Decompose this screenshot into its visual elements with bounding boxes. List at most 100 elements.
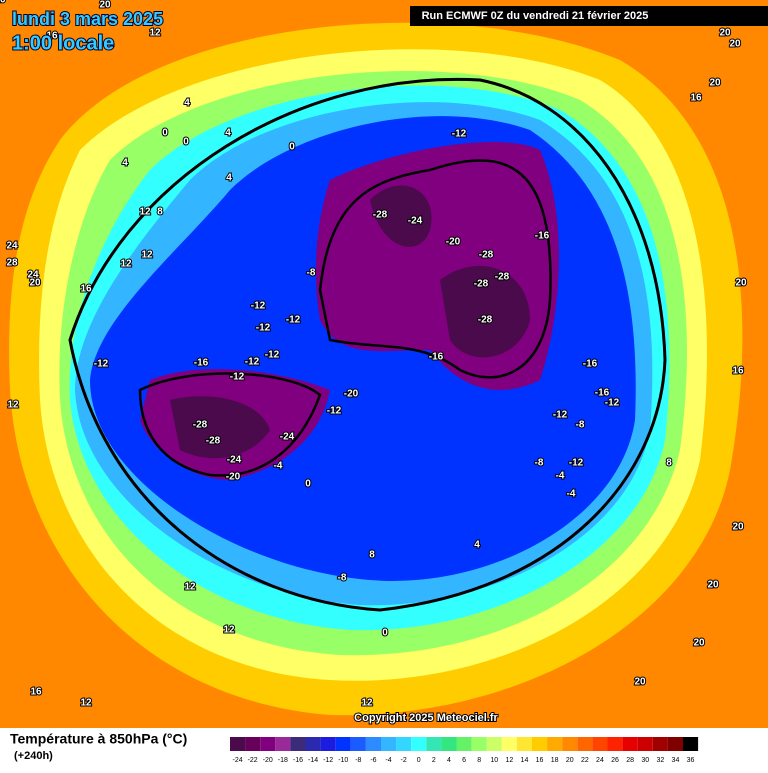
colorbar-label: 22: [581, 757, 589, 764]
contour-label: 4: [474, 540, 480, 551]
contour-label: 28: [6, 258, 18, 269]
colorbar-swatch: [547, 737, 563, 751]
contour-label: -12: [94, 359, 109, 370]
contour-label: -28: [193, 420, 208, 431]
contour-label: 8: [369, 550, 375, 561]
colorbar-label: 10: [490, 757, 498, 764]
colorbar-label: 32: [656, 757, 664, 764]
contour-label: -4: [556, 471, 565, 482]
contour-label: -24: [408, 216, 423, 227]
colorbar-label: 8: [477, 757, 481, 764]
colorbar-swatch: [501, 737, 517, 751]
colorbar-swatch: [441, 737, 457, 751]
colorbar-label: 2: [432, 757, 436, 764]
contour-label: -4: [274, 461, 283, 472]
colorbar-label: 20: [566, 757, 574, 764]
contour-label: -28: [474, 279, 489, 290]
contour-label: -12: [553, 410, 568, 421]
contour-label: -12: [251, 301, 266, 312]
contour-label: 16: [46, 31, 58, 42]
contour-label: -12: [327, 406, 342, 417]
contour-label: 20: [0, 0, 6, 6]
colorbar-label: -12: [323, 757, 333, 764]
colorbar-swatch: [592, 737, 608, 751]
colorbar: -24 -22 -20 -18 -16 -14 -12 -10 -8 -6 -4 -2 0 2 4 6 8 10 1…: [230, 737, 699, 764]
contour-label: -16: [535, 231, 550, 242]
colorbar-swatch: [320, 737, 336, 751]
contour-label: 16: [690, 93, 702, 104]
contour-label: 8: [157, 207, 163, 218]
colorbar-label: 6: [462, 757, 466, 764]
contour-label: 20: [29, 278, 41, 289]
colorbar-swatch: [260, 737, 276, 751]
colorbar-label: 34: [672, 757, 680, 764]
contour-label: 0: [162, 128, 168, 139]
colorbar-label: -24: [232, 757, 242, 764]
contour-label: 20: [719, 28, 731, 39]
contour-label: -12: [286, 315, 301, 326]
colorbar-label: -20: [263, 757, 273, 764]
contour-label: -12: [452, 129, 467, 140]
colorbar-swatch: [516, 737, 532, 751]
contour-label: 0: [382, 628, 388, 639]
contour-label: 20: [735, 278, 747, 289]
time-title: 1:00 locale: [12, 32, 114, 54]
contour-label: -20: [226, 472, 241, 483]
contour-label: -16: [429, 352, 444, 363]
contour-label: 0: [289, 142, 295, 153]
contour-label: 12: [80, 698, 92, 709]
colorbar-label: -22: [248, 757, 258, 764]
contour-label: 4: [226, 173, 232, 184]
colorbar-label: -18: [278, 757, 288, 764]
colorbar-label: 14: [521, 757, 529, 764]
contour-label: -28: [206, 436, 221, 447]
contour-label: -24: [280, 432, 295, 443]
legend-lead: (+240h): [14, 750, 53, 762]
contour-label: 20: [634, 677, 646, 688]
date-title: lundi 3 mars 2025: [12, 9, 163, 29]
contour-label: -28: [479, 250, 494, 261]
colorbar-swatch: [245, 737, 261, 751]
contour-label: 0: [305, 479, 311, 490]
contour-label: 20: [99, 0, 111, 11]
colorbar-label: 26: [611, 757, 619, 764]
contour-label: -4: [567, 489, 576, 500]
colorbar-swatch: [396, 737, 412, 751]
colorbar-swatch: [562, 737, 578, 751]
contour-label: -16: [194, 358, 209, 369]
colorbar-label: -2: [401, 757, 407, 764]
colorbar-label: -16: [293, 757, 303, 764]
contour-label: 12: [361, 698, 373, 709]
contour-label: 4: [184, 98, 190, 109]
colorbar-swatch: [471, 737, 487, 751]
colorbar-swatch: [667, 737, 683, 751]
colorbar-label: 30: [641, 757, 649, 764]
colorbar-swatch: [365, 737, 381, 751]
contour-label: 12: [120, 259, 132, 270]
contour-label: -12: [230, 372, 245, 383]
colorbar-label: -10: [338, 757, 348, 764]
contour-label: 4: [122, 158, 128, 169]
colorbar-swatch: [305, 737, 321, 751]
colorbar-label: 4: [447, 757, 451, 764]
colorbar-swatch: [622, 737, 638, 751]
colorbar-label: 18: [551, 757, 559, 764]
contour-label: -8: [307, 268, 316, 279]
colorbar-label: -14: [308, 757, 318, 764]
contour-label: -28: [373, 210, 388, 221]
contour-label: -12: [265, 350, 280, 361]
copyright: Copyright 2025 Meteociel.fr: [354, 712, 498, 724]
contour-label: 12: [141, 250, 153, 261]
colorbar-swatch: [456, 737, 472, 751]
contour-label: -12: [605, 398, 620, 409]
colorbar-label: 12: [505, 757, 513, 764]
contour-label: 24: [6, 241, 18, 252]
contour-label: 12: [149, 28, 161, 39]
colorbar-swatch: [607, 737, 623, 751]
contour-label: 20: [732, 522, 744, 533]
contour-label: -8: [535, 458, 544, 469]
contour-label: 12: [7, 400, 19, 411]
contour-label: 12: [223, 625, 235, 636]
colorbar-swatch: [290, 737, 306, 751]
